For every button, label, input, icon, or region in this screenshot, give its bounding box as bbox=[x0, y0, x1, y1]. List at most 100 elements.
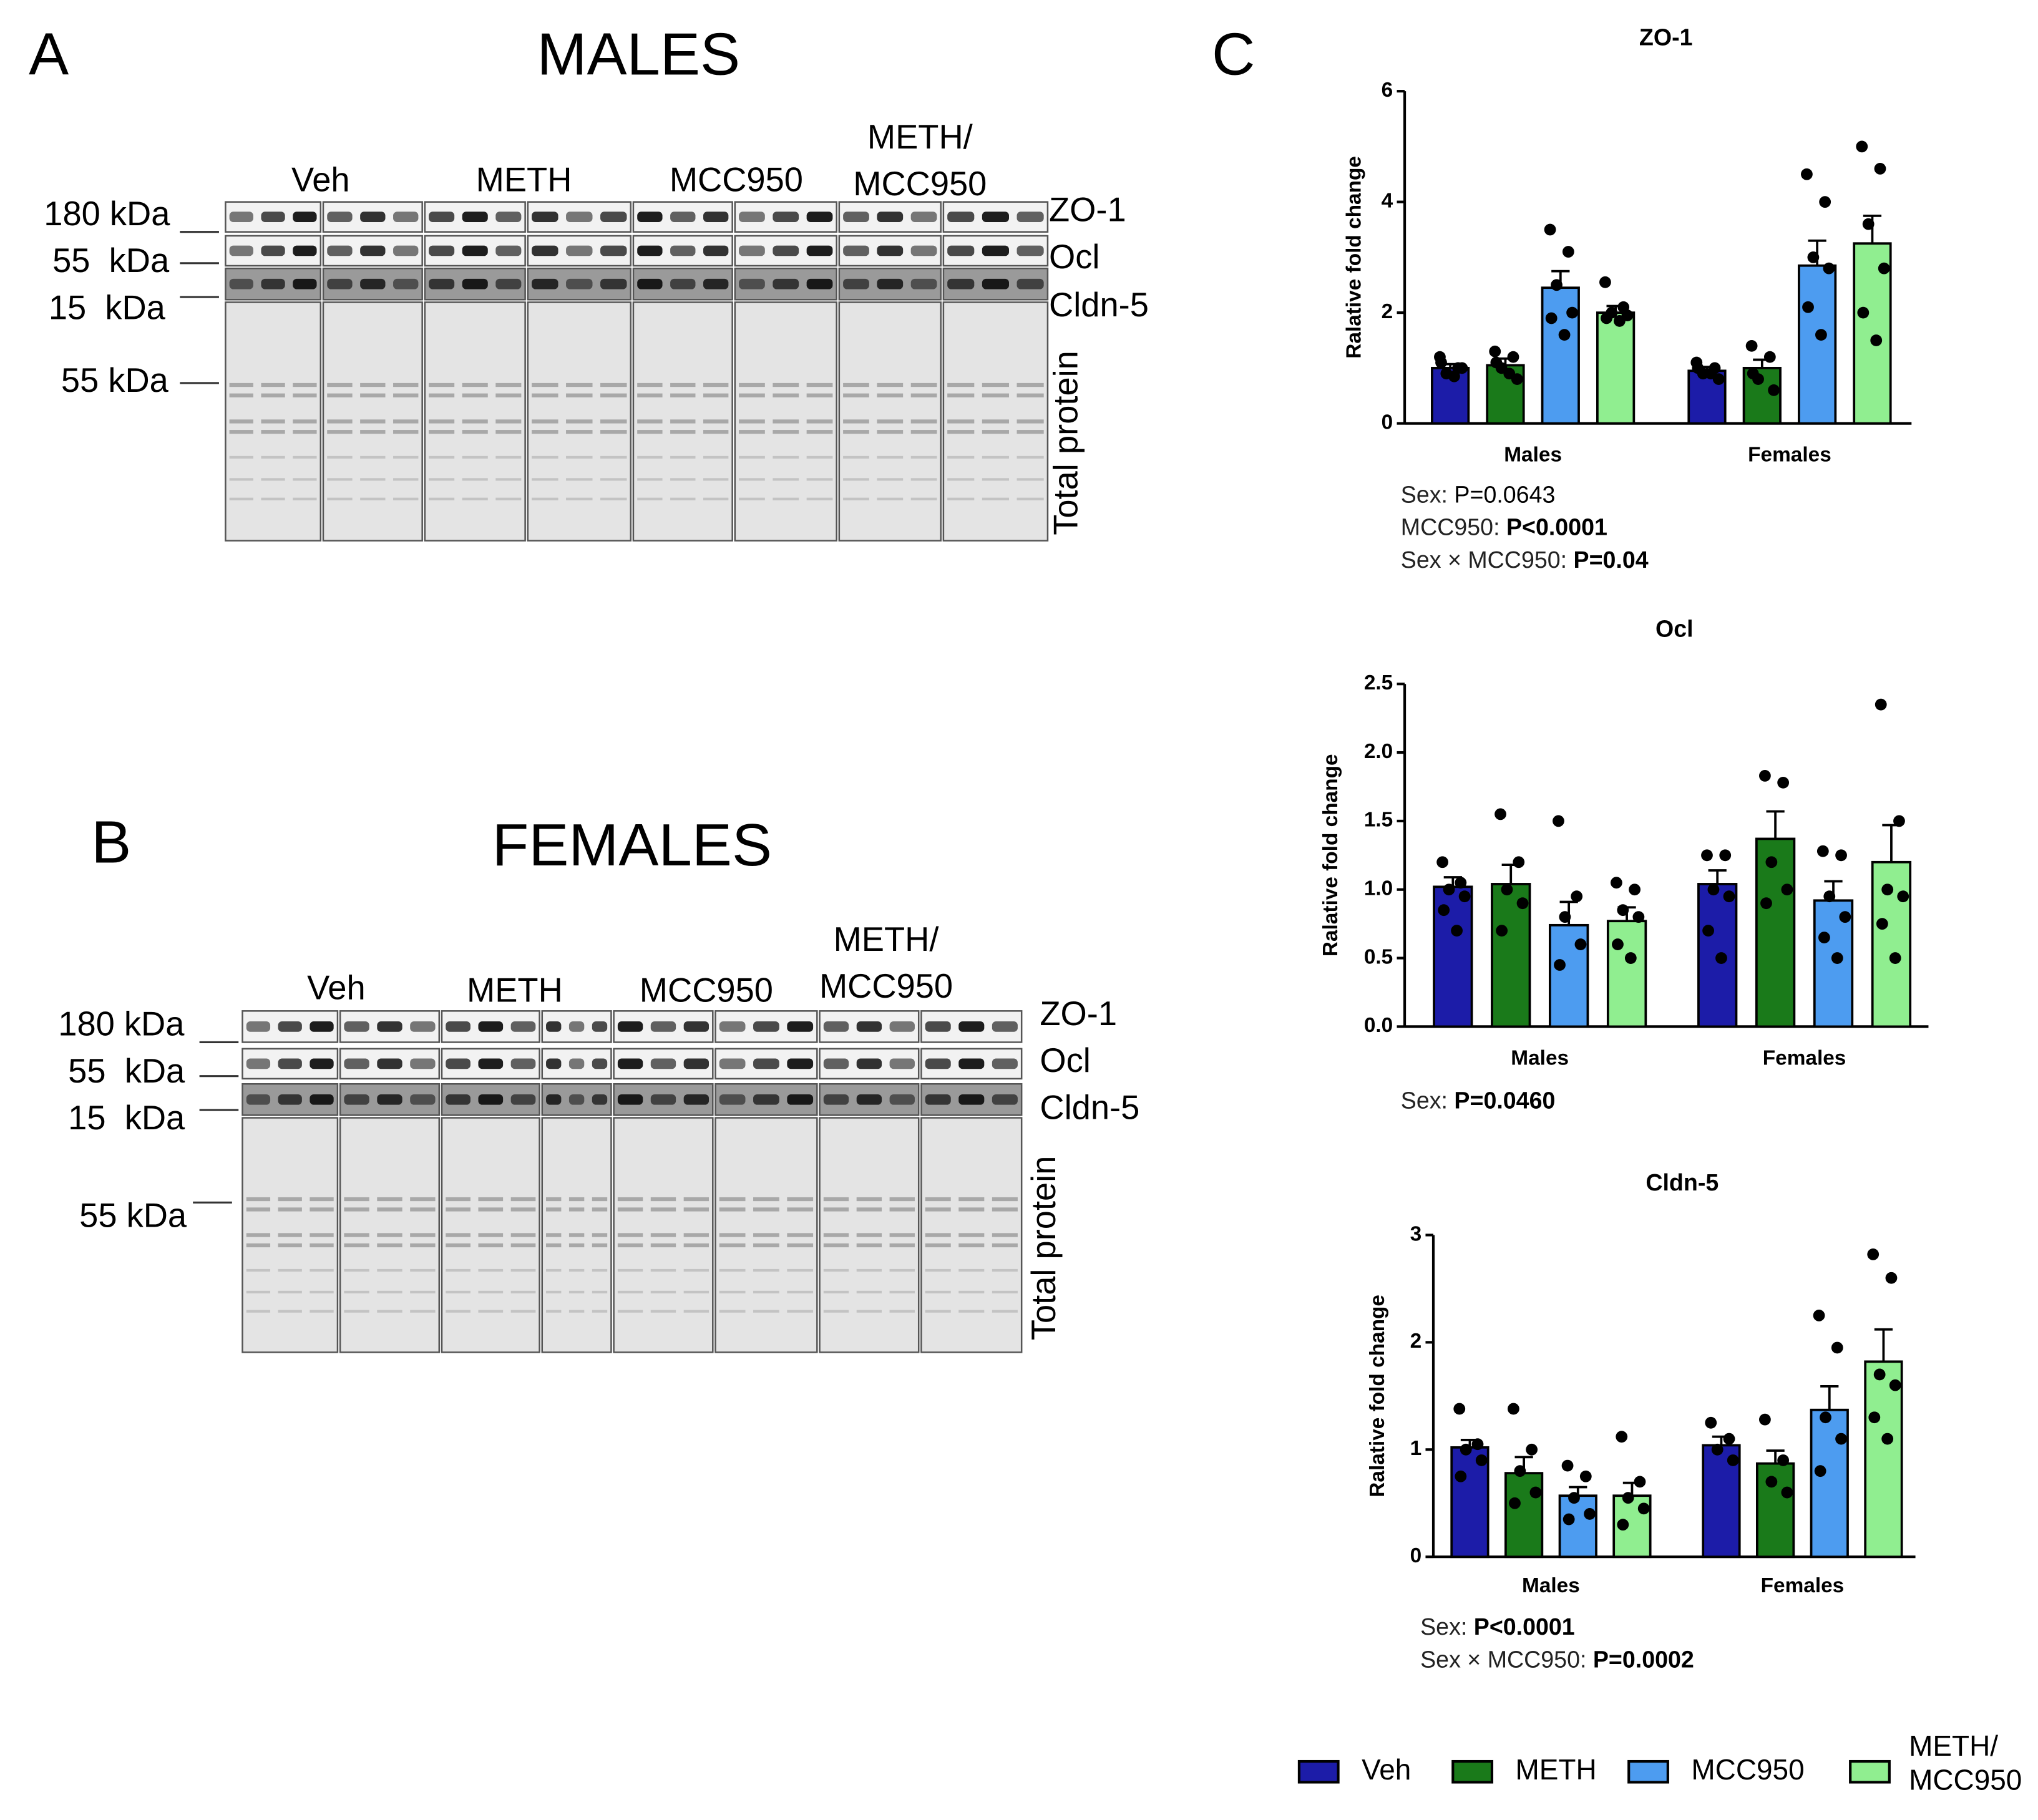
protein-band bbox=[787, 1268, 814, 1272]
protein-band bbox=[600, 455, 627, 459]
protein-band bbox=[889, 1207, 915, 1212]
blot-band bbox=[958, 1058, 985, 1069]
protein-band bbox=[1017, 419, 1044, 424]
protein-band bbox=[617, 1310, 643, 1313]
protein-band bbox=[344, 1290, 369, 1293]
protein-band bbox=[877, 497, 904, 500]
data-point bbox=[1601, 312, 1612, 324]
data-point bbox=[1881, 1433, 1894, 1445]
protein-band bbox=[637, 393, 663, 397]
protein-band bbox=[568, 1233, 585, 1237]
stat-label: Sex: bbox=[1401, 1087, 1448, 1113]
blot-band bbox=[992, 1021, 1018, 1032]
protein-band bbox=[566, 478, 593, 481]
protein-band bbox=[446, 1233, 470, 1237]
protein-band bbox=[650, 1268, 676, 1272]
protein-label: Ocl bbox=[1049, 238, 1099, 276]
protein-band bbox=[739, 393, 765, 397]
protein-band bbox=[670, 430, 696, 434]
blot-band bbox=[568, 1058, 585, 1069]
blot-band bbox=[261, 278, 285, 290]
blot-band bbox=[670, 245, 696, 256]
protein-band bbox=[229, 455, 253, 459]
data-point bbox=[1692, 362, 1704, 374]
blot-band bbox=[510, 1058, 536, 1069]
legend-swatch bbox=[1627, 1759, 1669, 1784]
protein-band bbox=[546, 1310, 562, 1313]
blot-band bbox=[410, 1094, 436, 1105]
blot-band bbox=[310, 1058, 334, 1069]
blot-band bbox=[360, 245, 386, 256]
protein-band bbox=[910, 382, 937, 387]
protein-band bbox=[261, 419, 285, 424]
data-point bbox=[1544, 223, 1556, 236]
stat-value: P=0.0460 bbox=[1454, 1087, 1555, 1113]
data-point bbox=[1765, 1476, 1778, 1488]
data-point bbox=[1514, 1465, 1526, 1477]
blot-band bbox=[637, 278, 663, 290]
protein-band bbox=[592, 1310, 608, 1313]
protein-band bbox=[278, 1207, 302, 1212]
blot-band bbox=[462, 278, 488, 290]
blot-band bbox=[617, 1021, 643, 1032]
protein-band bbox=[546, 1197, 562, 1202]
data-point bbox=[1443, 883, 1455, 896]
protein-band bbox=[327, 497, 353, 500]
protein-band bbox=[753, 1207, 779, 1212]
protein-band bbox=[947, 419, 975, 424]
blot-band bbox=[510, 1094, 536, 1105]
protein-band bbox=[510, 1243, 536, 1248]
blot-band bbox=[344, 1058, 369, 1069]
bar bbox=[1606, 920, 1647, 1028]
data-point bbox=[1889, 1379, 1901, 1391]
protein-band bbox=[982, 430, 1009, 434]
data-point bbox=[1813, 1310, 1825, 1321]
blot-band bbox=[478, 1021, 504, 1032]
protein-band bbox=[429, 497, 455, 500]
protein-band bbox=[670, 455, 696, 459]
blot-band bbox=[546, 1058, 562, 1069]
blot-band bbox=[510, 1021, 536, 1032]
blot-band bbox=[877, 245, 904, 256]
protein-band bbox=[925, 1290, 951, 1293]
data-point bbox=[1558, 329, 1571, 341]
data-point bbox=[1878, 262, 1890, 275]
data-point bbox=[1561, 1459, 1574, 1472]
error-bar bbox=[1766, 810, 1785, 839]
protein-band bbox=[877, 455, 904, 459]
data-point bbox=[1707, 883, 1720, 896]
protein-band bbox=[1017, 430, 1044, 434]
blot-band bbox=[429, 212, 455, 223]
blot-band bbox=[719, 1058, 746, 1069]
protein-band bbox=[393, 455, 419, 459]
protein-band bbox=[246, 1207, 271, 1212]
protein-band bbox=[377, 1290, 402, 1293]
data-point bbox=[1702, 925, 1714, 937]
blot-band bbox=[703, 278, 729, 290]
protein-band bbox=[478, 1207, 504, 1212]
legend-swatch bbox=[1849, 1759, 1891, 1784]
stat-value: P<0.0001 bbox=[1474, 1613, 1575, 1640]
protein-band bbox=[753, 1197, 779, 1202]
blot-band bbox=[773, 212, 799, 223]
protein-band bbox=[739, 478, 765, 481]
x-tick-label: Females bbox=[1763, 1046, 1846, 1069]
data-point bbox=[1496, 925, 1508, 937]
protein-band bbox=[278, 1268, 302, 1272]
protein-band bbox=[478, 1310, 504, 1313]
data-point bbox=[1727, 1454, 1739, 1466]
protein-band bbox=[532, 455, 558, 459]
protein-band bbox=[393, 419, 419, 424]
protein-band bbox=[293, 393, 317, 397]
blot-band bbox=[773, 278, 799, 290]
protein-band bbox=[637, 497, 663, 500]
data-point bbox=[1807, 251, 1820, 263]
blot-band bbox=[670, 212, 696, 223]
protein-band bbox=[806, 393, 833, 397]
protein-band bbox=[753, 1268, 779, 1272]
data-point bbox=[1705, 367, 1717, 380]
data-point bbox=[1616, 1431, 1628, 1443]
protein-band bbox=[925, 1243, 951, 1248]
protein-band bbox=[600, 478, 627, 481]
blot-band bbox=[843, 212, 869, 223]
